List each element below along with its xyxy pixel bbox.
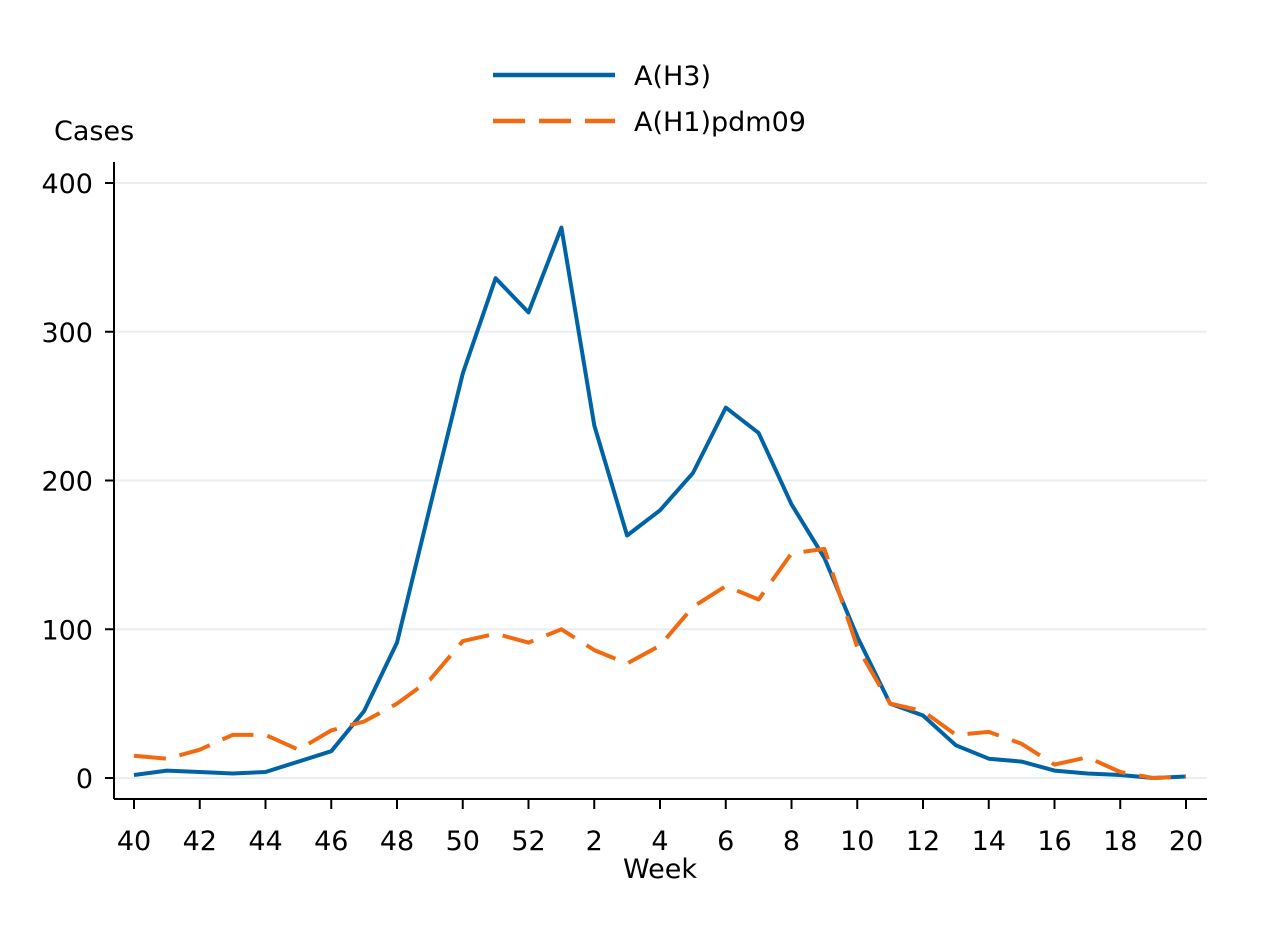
x-tick-label-48: 48 — [380, 826, 414, 857]
x-tick-label-14: 14 — [972, 826, 1006, 857]
x-tick-label-52: 52 — [511, 826, 545, 857]
x-axis-title: Week — [623, 854, 697, 885]
x-tick-label-46: 46 — [314, 826, 348, 857]
grid-lines — [114, 182, 1207, 779]
x-tick-label-8: 8 — [783, 826, 800, 857]
x-tick-label-4: 4 — [651, 826, 668, 857]
y-tick-label-200: 200 — [41, 467, 93, 498]
y-tick-label-0: 0 — [76, 764, 93, 795]
x-tick-label-44: 44 — [248, 826, 282, 857]
x-tick-label-12: 12 — [906, 826, 940, 857]
y-ticks: 0 100 200 300 400 — [41, 169, 114, 795]
x-tick-label-16: 16 — [1037, 826, 1071, 857]
y-tick-label-100: 100 — [41, 615, 93, 646]
x-tick-label-20: 20 — [1169, 826, 1203, 857]
x-tick-label-6: 6 — [717, 826, 734, 857]
y-axis-title: Cases — [54, 116, 134, 147]
y-tick-label-400: 400 — [41, 169, 93, 200]
series-layer — [133, 225, 1187, 780]
x-tick-label-50: 50 — [446, 826, 480, 857]
legend-label-a-h1pdm09: A(H1)pdm09 — [634, 107, 806, 138]
series-line-a-h3 — [133, 225, 1187, 780]
y-tick-label-300: 300 — [41, 318, 93, 349]
x-tick-label-42: 42 — [183, 826, 217, 857]
x-tick-label-2: 2 — [586, 826, 603, 857]
x-tick-label-10: 10 — [840, 826, 874, 857]
legend-label-a-h3: A(H3) — [634, 61, 711, 92]
legend: A(H3) A(H1)pdm09 — [493, 61, 806, 138]
series-line-a-h1pdm09 — [133, 546, 1187, 780]
x-ticks: 40 42 44 46 48 50 52 2 4 6 8 10 12 14 16 18 20 — [117, 799, 1203, 857]
x-tick-label-18: 18 — [1103, 826, 1137, 857]
x-tick-label-40: 40 — [117, 826, 151, 857]
